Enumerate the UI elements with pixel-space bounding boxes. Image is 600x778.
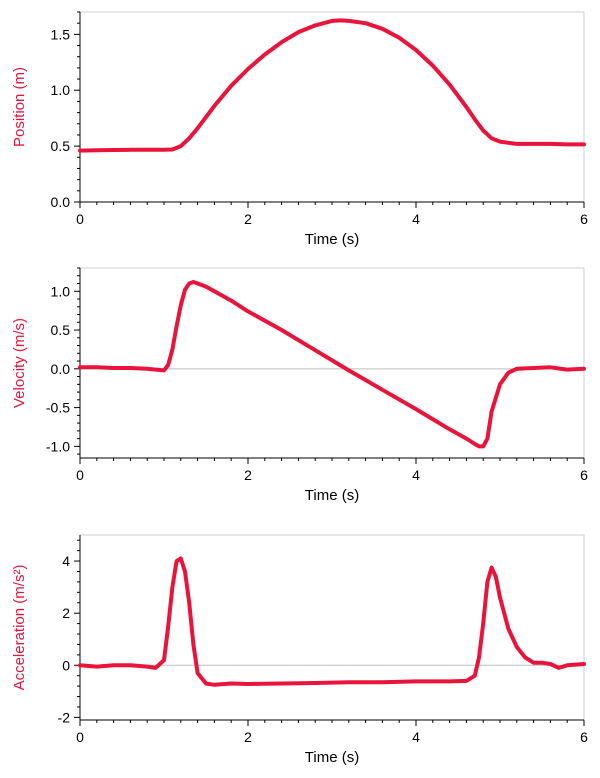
acceleration-x-tick-label: 4: [412, 729, 420, 745]
position-y-axis-title: Position (m): [11, 67, 28, 147]
position-chart: 0 2 4 6 0.0 0.5 1.0 1.5 Time (s) Position (m): [11, 11, 588, 248]
velocity-x-tick-label: 4: [412, 467, 420, 483]
velocity-plot-frame: [79, 267, 585, 459]
velocity-x-axis-title: Time (s): [305, 487, 359, 504]
position-x-tick-label: 6: [580, 211, 588, 227]
velocity-y-tick-label: -0.5: [46, 400, 70, 416]
velocity-x-tick-label: 0: [76, 467, 84, 483]
velocity-y-tick-label: -1.0: [46, 438, 70, 454]
acceleration-y-tick-label: 4: [62, 553, 70, 569]
position-plot-frame: [79, 11, 585, 203]
position-y-tick-label: 0.0: [51, 194, 71, 210]
position-x-tick-label: 4: [412, 211, 420, 227]
velocity-y-tick-label: 0.5: [51, 322, 71, 338]
acceleration-chart: 0 2 4 6 -2 0 2 4 Time (s) Acceleration (m/s²): [11, 534, 588, 766]
acceleration-x-tick-label: 6: [580, 729, 588, 745]
velocity-chart: 0 2 4 6 -1.0 -0.5 0.0 0.5 1.0 Time (s) Velocity (m…: [11, 267, 588, 504]
acceleration-x-axis-title: Time (s): [305, 749, 359, 766]
position-y-tick-label: 1.0: [51, 82, 71, 98]
velocity-series-line: [78, 280, 586, 449]
position-y-tick-label: 0.5: [51, 138, 71, 154]
position-x-axis-title: Time (s): [305, 231, 359, 248]
acceleration-y-tick-label: 0: [62, 657, 70, 673]
velocity-x-tick-label: 6: [580, 467, 588, 483]
acceleration-y-tick-label: 2: [62, 605, 70, 621]
velocity-x-tick-label: 2: [244, 467, 252, 483]
position-y-tick-label: 1.5: [51, 26, 71, 42]
velocity-y-tick-label: 0.0: [51, 361, 71, 377]
position-x-tick-label: 2: [244, 211, 252, 227]
velocity-y-axis-title: Velocity (m/s): [11, 318, 28, 408]
position-x-tick-label: 0: [76, 211, 84, 227]
velocity-y-tick-label: 1.0: [51, 283, 71, 299]
acceleration-x-tick-label: 0: [76, 729, 84, 745]
acceleration-series-line: [78, 556, 586, 687]
acceleration-y-axis-title: Acceleration (m/s²): [11, 565, 28, 691]
acceleration-y-tick-label: -2: [58, 709, 71, 725]
acceleration-x-tick-label: 2: [244, 729, 252, 745]
position-series-line: [78, 18, 586, 153]
